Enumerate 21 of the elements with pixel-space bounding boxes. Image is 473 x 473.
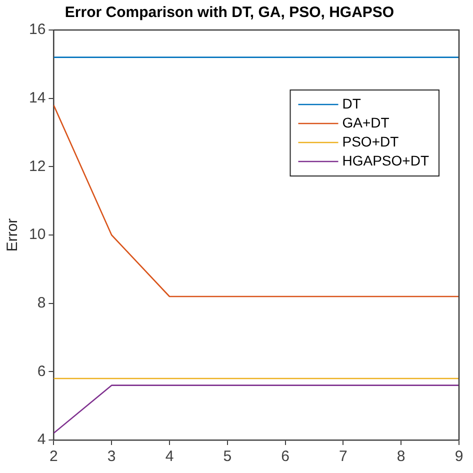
- chart-title: Error Comparison with DT, GA, PSO, HGAPSO: [64, 4, 394, 22]
- y-tick-label: 8: [37, 294, 46, 312]
- y-axis-title: Error: [4, 218, 22, 252]
- y-tick-label: 12: [28, 158, 46, 175]
- y-tick-label: 10: [28, 226, 46, 244]
- x-tick-label: 3: [107, 448, 116, 466]
- x-tick-label: 6: [281, 448, 290, 466]
- x-tick-label: 7: [339, 448, 348, 466]
- x-tick-label: 2: [50, 448, 58, 466]
- y-tick-label: 14: [28, 89, 46, 106]
- x-tick-label: 5: [223, 448, 232, 466]
- x-tick-label: 9: [454, 448, 464, 466]
- y-tick-label: 6: [37, 362, 46, 380]
- y-tick-label: 16: [28, 21, 46, 38]
- legend-label: GA+DT: [342, 114, 390, 130]
- x-tick-label: 4: [165, 448, 174, 466]
- legend-label: HGAPSO+DT: [342, 152, 430, 168]
- x-tick-label: 8: [396, 448, 406, 466]
- y-tick-label: 4: [37, 431, 46, 448]
- legend-label: DT: [342, 95, 362, 112]
- legend-label: PSO+DT: [342, 133, 400, 150]
